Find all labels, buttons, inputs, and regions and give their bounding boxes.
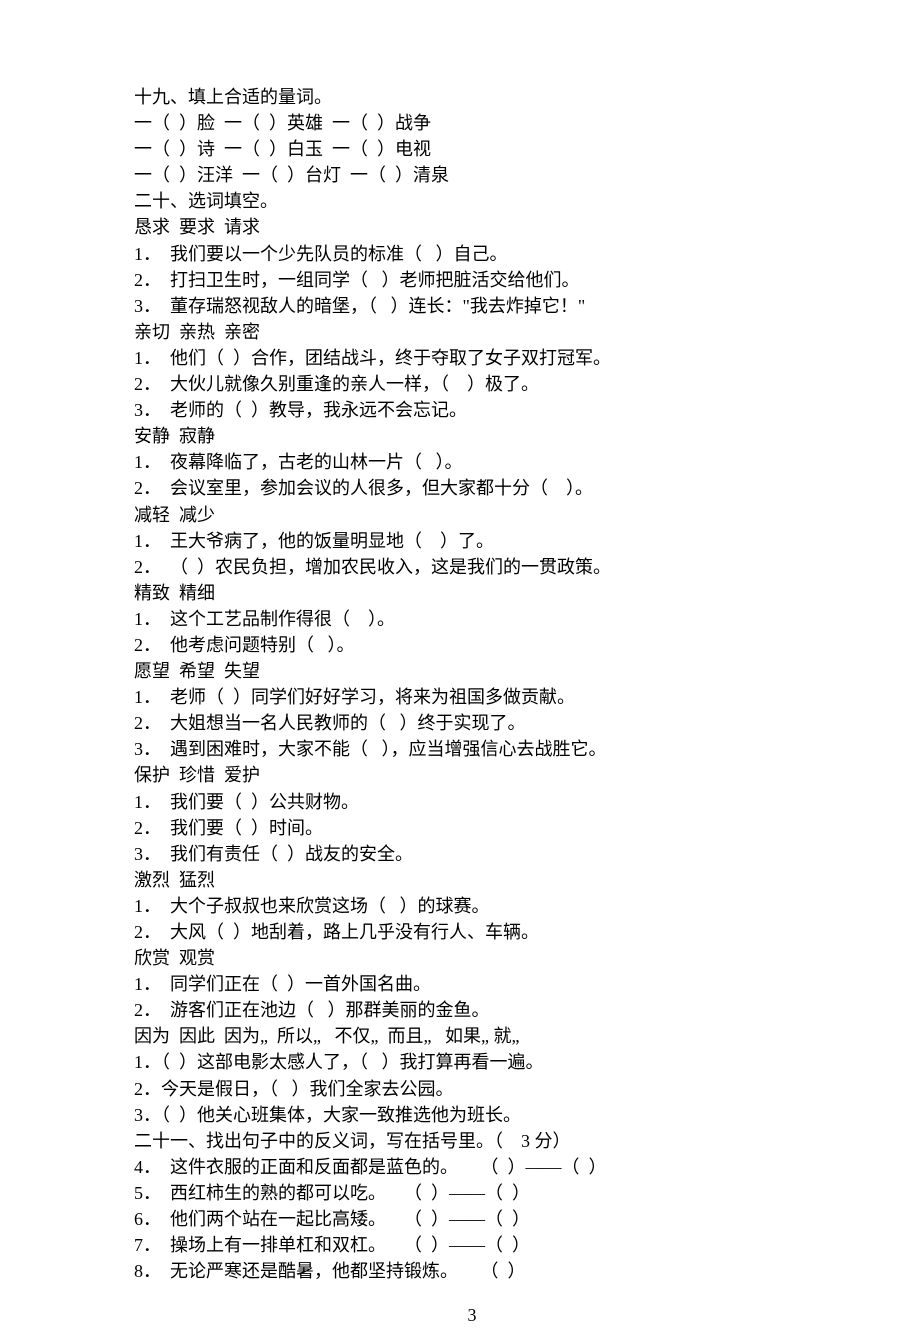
word-group: 欣赏 观赏 (134, 945, 810, 971)
question-item: 1． 这个工艺品制作得很（ ）。 (134, 606, 810, 632)
question-item: 1． 王大爷病了，他的饭量明显地（ ）了。 (134, 528, 810, 554)
word-group: 因为 因此 因为„ 所以„ 不仅„ 而且„ 如果„ 就„ (134, 1023, 810, 1049)
question-item: 1． 同学们正在（ ）一首外国名曲。 (134, 971, 810, 997)
word-group: 安静 寂静 (134, 423, 810, 449)
page-number: 3 (134, 1302, 810, 1328)
question-item: 3． 董存瑞怒视敌人的暗堡，（ ）连长："我去炸掉它！" (134, 293, 810, 319)
question-item: 2． 大伙儿就像久别重逢的亲人一样，（ ）极了。 (134, 371, 810, 397)
question-item: 2． （ ）农民负担，增加农民收入，这是我们的一贯政策。 (134, 554, 810, 580)
question-item: 2．今天是假日，（ ）我们全家去公园。 (134, 1076, 810, 1102)
word-group: 精致 精细 (134, 580, 810, 606)
question-item: 4． 这件衣服的正面和反面都是蓝色的。 （ ）——（ ） (134, 1154, 810, 1180)
question-item: 2． 会议室里，参加会议的人很多，但大家都十分（ ）。 (134, 475, 810, 501)
question-item: 1． 他们（ ）合作，团结战斗，终于夺取了女子双打冠军。 (134, 345, 810, 371)
question-item: 2． 他考虑问题特别（ ）。 (134, 632, 810, 658)
word-group: 保护 珍惜 爱护 (134, 762, 810, 788)
question-item: 2． 大风（ ）地刮着，路上几乎没有行人、车辆。 (134, 919, 810, 945)
word-group: 愿望 希望 失望 (134, 658, 810, 684)
question-item: 1． 老师（ ）同学们好好学习，将来为祖国多做贡献。 (134, 684, 810, 710)
word-group: 恳求 要求 请求 (134, 214, 810, 240)
page-content: 十九、填上合适的量词。 一（ ）脸 一（ ）英雄 一（ ）战争 一（ ）诗 一（… (0, 0, 920, 1328)
section-19-line: 一（ ）汪洋 一（ ）台灯 一（ ）清泉 (134, 162, 810, 188)
word-group: 减轻 减少 (134, 502, 810, 528)
section-19-line: 一（ ）诗 一（ ）白玉 一（ ）电视 (134, 136, 810, 162)
question-item: 1．（ ）这部电影太感人了，（ ）我打算再看一遍。 (134, 1049, 810, 1075)
question-item: 3． 遇到困难时，大家不能（ ），应当增强信心去战胜它。 (134, 736, 810, 762)
question-item: 8． 无论严寒还是酷暑，他都坚持锻炼。 （ ） (134, 1258, 810, 1284)
question-item: 2． 大姐想当一名人民教师的（ ）终于实现了。 (134, 710, 810, 736)
question-item: 3． 我们有责任（ ）战友的安全。 (134, 841, 810, 867)
question-item: 1． 夜幕降临了，古老的山林一片（ ）。 (134, 449, 810, 475)
word-group: 亲切 亲热 亲密 (134, 319, 810, 345)
section-21-heading: 二十一、找出句子中的反义词，写在括号里。（ 3 分） (134, 1128, 810, 1154)
question-item: 2． 我们要（ ）时间。 (134, 815, 810, 841)
section-19-line: 一（ ）脸 一（ ）英雄 一（ ）战争 (134, 110, 810, 136)
question-item: 1． 我们要（ ）公共财物。 (134, 789, 810, 815)
question-item: 5． 西红柿生的熟的都可以吃。 （ ）——（ ） (134, 1180, 810, 1206)
question-item: 2． 打扫卫生时，一组同学（ ）老师把脏活交给他们。 (134, 267, 810, 293)
question-item: 2． 游客们正在池边（ ）那群美丽的金鱼。 (134, 997, 810, 1023)
section-20-heading: 二十、选词填空。 (134, 188, 810, 214)
section-19-heading: 十九、填上合适的量词。 (134, 84, 810, 110)
question-item: 1． 我们要以一个少先队员的标准（ ）自己。 (134, 241, 810, 267)
question-item: 3． 老师的（ ）教导，我永远不会忘记。 (134, 397, 810, 423)
question-item: 6． 他们两个站在一起比高矮。 （ ）——（ ） (134, 1206, 810, 1232)
question-item: 1． 大个子叔叔也来欣赏这场（ ）的球赛。 (134, 893, 810, 919)
word-group: 激烈 猛烈 (134, 867, 810, 893)
question-item: 7． 操场上有一排单杠和双杠。 （ ）——（ ） (134, 1232, 810, 1258)
question-item: 3．（ ）他关心班集体，大家一致推选他为班长。 (134, 1102, 810, 1128)
